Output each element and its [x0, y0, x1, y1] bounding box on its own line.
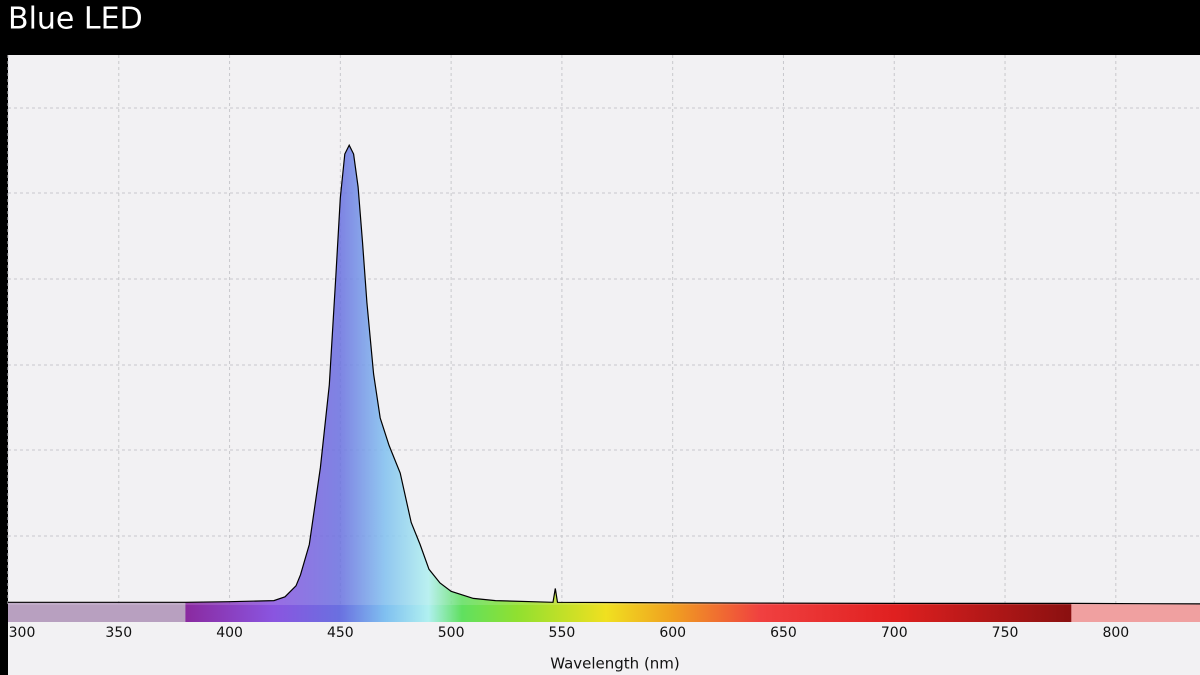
x-tick-label: 450 — [327, 625, 354, 641]
x-tick-label: 750 — [992, 625, 1019, 641]
x-tick-label: 350 — [105, 625, 132, 641]
chart-title: Blue LED — [8, 2, 143, 37]
x-tick-label: 300 — [9, 625, 36, 641]
spectrum-bar — [8, 605, 1200, 622]
x-tick-label: 500 — [438, 625, 465, 641]
x-tick-label: 800 — [1102, 625, 1129, 641]
x-tick-label: 650 — [770, 625, 797, 641]
spectrum-line — [8, 143, 1200, 605]
title-bar — [0, 0, 1200, 52]
x-tick-label: 400 — [216, 625, 243, 641]
x-tick-label: 600 — [659, 625, 686, 641]
x-tick-label: 700 — [881, 625, 908, 641]
x-tick-label: 550 — [549, 625, 576, 641]
x-axis-label: Wavelength (nm) — [550, 655, 680, 673]
h-grid — [8, 107, 1200, 537]
